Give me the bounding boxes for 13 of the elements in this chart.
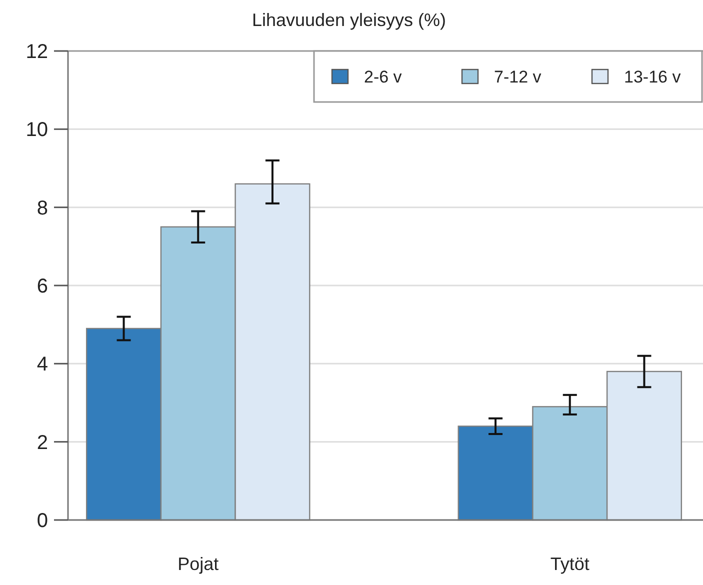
y-tick-label: 8 bbox=[36, 197, 48, 220]
legend-label: 13-16 v bbox=[624, 67, 682, 86]
y-tick-label: 4 bbox=[36, 354, 48, 376]
y-tick-label: 10 bbox=[26, 119, 48, 142]
y-tick-label: 0 bbox=[36, 510, 48, 532]
x-tick-label: Pojat bbox=[178, 554, 219, 574]
y-tick-label: 6 bbox=[36, 276, 48, 298]
y-tick-label: 2 bbox=[36, 432, 48, 454]
legend-label: 2-6 v bbox=[364, 67, 402, 86]
y-tick-label: 12 bbox=[26, 41, 48, 63]
x-tick-label: Tytöt bbox=[550, 554, 590, 574]
legend-label: 7-12 v bbox=[494, 67, 542, 86]
chart-title: Lihavuuden yleisyys (%) bbox=[252, 10, 446, 30]
